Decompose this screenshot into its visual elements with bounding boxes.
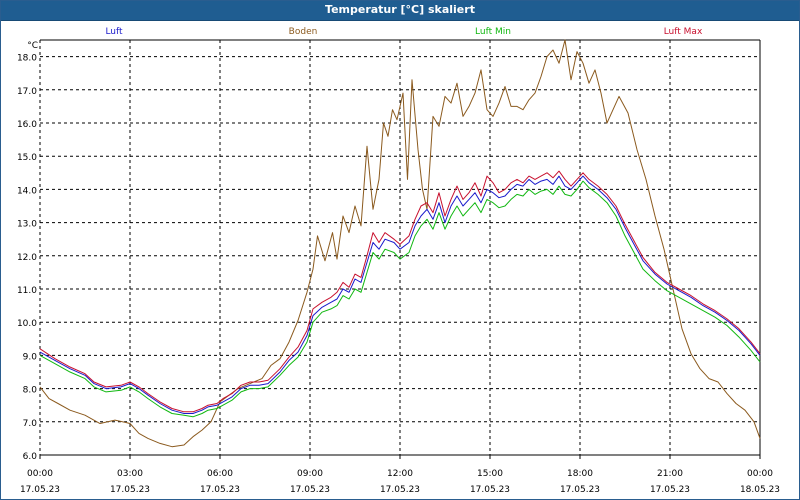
series-line-luft-min bbox=[39, 180, 761, 418]
legend-item-luft-max: Luft Max bbox=[664, 27, 703, 37]
y-tick-label: 8.0 bbox=[23, 386, 38, 396]
legend-item-luft-min: Luft Min bbox=[475, 27, 511, 37]
series-lines bbox=[39, 39, 761, 448]
y-tick-label: 18.0 bbox=[17, 54, 37, 64]
x-tick-date: 17.05.23 bbox=[20, 485, 60, 495]
x-tick-time: 15:00 bbox=[477, 469, 503, 479]
x-tick-time: 03:00 bbox=[117, 469, 143, 479]
y-tick-label: 17.0 bbox=[17, 87, 37, 97]
x-tick-date: 17.05.23 bbox=[110, 485, 150, 495]
x-tick-time: 09:00 bbox=[297, 469, 323, 479]
x-tick-time: 21:00 bbox=[657, 469, 683, 479]
y-tick-label: 13.0 bbox=[17, 220, 37, 230]
x-tick-time: 18:00 bbox=[567, 469, 593, 479]
series-line-boden bbox=[39, 39, 761, 448]
y-tick-label: 10.0 bbox=[17, 319, 37, 329]
y-tick-label: 11.0 bbox=[17, 286, 37, 296]
x-tick-date: 17.05.23 bbox=[380, 485, 420, 495]
x-tick-time: 06:00 bbox=[207, 469, 233, 479]
y-tick-label: 16.0 bbox=[17, 120, 37, 130]
window-title: Temperatur [°C] skaliert bbox=[325, 3, 475, 16]
x-tick-date: 17.05.23 bbox=[200, 485, 240, 495]
x-tick-time: 12:00 bbox=[387, 469, 413, 479]
y-tick-label: 9.0 bbox=[23, 352, 38, 362]
x-tick-date: 17.05.23 bbox=[290, 485, 330, 495]
y-tick-label: 7.0 bbox=[23, 419, 38, 429]
x-tick-date: 17.05.23 bbox=[560, 485, 600, 495]
grid bbox=[39, 40, 761, 456]
title-bar: Temperatur [°C] skaliert bbox=[1, 1, 799, 21]
x-tick-date: 17.05.23 bbox=[650, 485, 690, 495]
x-tick-date: 17.05.23 bbox=[470, 485, 510, 495]
y-axis-unit-label: °C bbox=[27, 41, 38, 51]
x-tick-date: 18.05.23 bbox=[740, 485, 780, 495]
x-tick-time: 00:00 bbox=[27, 469, 53, 479]
series-line-luft bbox=[39, 175, 761, 414]
y-tick-label: 15.0 bbox=[17, 153, 37, 163]
y-tick-label: 12.0 bbox=[17, 253, 37, 263]
x-tick-time: 00:00 bbox=[747, 469, 773, 479]
axes: 6.0 7.0 8.0 9.0 10.0 11.0 12.0 13.0 14.0 15.0 16.0… bbox=[17, 39, 780, 495]
y-tick-label: 6.0 bbox=[23, 452, 38, 462]
series-line-luft-max bbox=[39, 170, 761, 413]
legend-item-luft: Luft bbox=[105, 27, 123, 37]
y-tick-label: 14.0 bbox=[17, 186, 37, 196]
legend-item-boden: Boden bbox=[289, 27, 318, 37]
legend: Luft Boden Luft Min Luft Max bbox=[105, 27, 703, 37]
